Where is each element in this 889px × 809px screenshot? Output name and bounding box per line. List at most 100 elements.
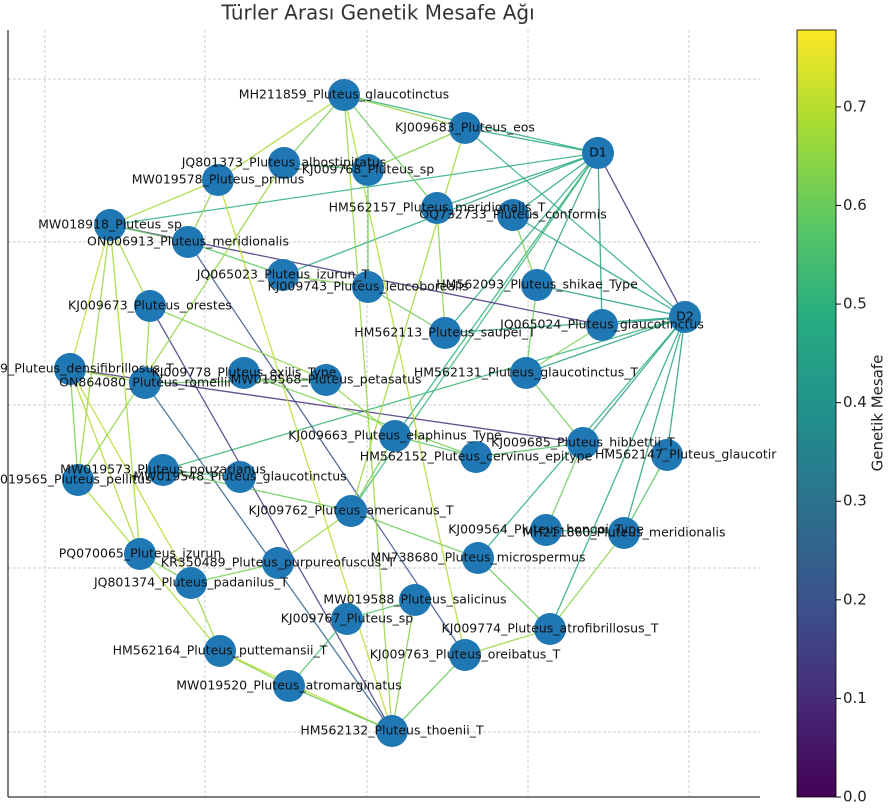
edge [464, 127, 686, 318]
node-label: ON864080_Pluteus_romellii [59, 375, 231, 390]
node [328, 79, 360, 111]
node [262, 547, 294, 579]
node [462, 542, 494, 574]
node [510, 357, 542, 389]
node [608, 517, 640, 549]
edge [69, 224, 111, 370]
edge [288, 685, 393, 732]
edge [162, 469, 352, 512]
node-label: MH211860_Pluteus_meridionalis [523, 525, 726, 540]
node [352, 271, 384, 303]
node [669, 301, 701, 333]
node-label: OQ732733_Pluteus_conformis [419, 207, 606, 222]
node [54, 353, 86, 385]
colorbar-tick-label: 0.0 [843, 788, 867, 806]
node-label: MN738680_Pluteus_microspermus [370, 550, 585, 565]
edge [444, 316, 686, 334]
edge [219, 650, 393, 732]
node-label: KJ009767_Pluteus_sp [281, 611, 414, 626]
edge [77, 162, 285, 481]
node-label: MW019548_Pluteus_glaucotinctus [133, 469, 346, 484]
edge [394, 152, 599, 437]
colorbar-tick-label: 0.5 [843, 295, 867, 313]
node-label: D1 [589, 145, 607, 160]
title: Türler Arası Genetik Mesafe Ağı [220, 1, 534, 25]
colorbar-tick-label: 0.3 [843, 492, 867, 510]
node-label: KR350489_Pluteus_purpureofuscus_T [161, 555, 396, 570]
node [534, 613, 566, 645]
node [310, 364, 342, 396]
colorbar-axis: 0.0 0.1 0.2 0.3 0.4 0.5 0.6 0.7 [836, 97, 867, 806]
colorbar-tick-label: 0.6 [843, 196, 867, 214]
edge [391, 654, 466, 732]
node [129, 367, 161, 399]
edge [367, 127, 466, 171]
edge [69, 368, 141, 555]
node-label: KJ009762_Pluteus_americanus_T [249, 503, 454, 518]
node [421, 192, 453, 224]
edge [536, 152, 599, 286]
edge [109, 179, 219, 226]
node-label: KJ009673_Pluteus_orestes [68, 298, 232, 313]
node-label: JQ065023_Pluteus_izurun_T [196, 267, 370, 282]
node-label: JQ801374_Pluteus_padanilus_T [93, 575, 288, 590]
node-label: KJ009743_Pluteus_leucoborealis [268, 279, 469, 294]
colorbar-tick-label: 0.2 [843, 590, 867, 608]
edge [350, 510, 479, 559]
node [582, 137, 614, 169]
node [175, 567, 207, 599]
edge [343, 94, 466, 129]
node-label: MW019568_Pluteus_petasatus [230, 372, 421, 387]
node [521, 269, 553, 301]
node-label: 019565_Pluteus_pellitus [0, 472, 152, 487]
node [268, 147, 300, 179]
node-label: HM562152_Pluteus_cervinus_epitype [360, 449, 593, 464]
edge [350, 127, 466, 512]
edge [623, 316, 686, 534]
node [267, 259, 299, 291]
node [399, 584, 431, 616]
edge [217, 179, 393, 732]
node-label: MW019588_Pluteus_salicinus [323, 592, 506, 607]
edge [149, 305, 327, 381]
node [134, 290, 166, 322]
node [224, 461, 256, 493]
node-label: 9_Pluteus_densifibrillosus_T [0, 361, 174, 376]
edge [597, 152, 686, 318]
edge [149, 305, 393, 732]
edge [343, 94, 466, 656]
node-label: HM562147_Pluteus_glaucotir [595, 447, 777, 462]
node [651, 439, 683, 471]
edge [549, 532, 625, 630]
node-label: KJ009564_Pluteus_hongoi_Type [448, 522, 644, 537]
node [124, 538, 156, 570]
node [228, 357, 260, 389]
node-label: MH211859_Pluteus_glaucotinctus [239, 87, 449, 102]
node [449, 639, 481, 671]
edge [243, 372, 477, 458]
node-label: MW019520_Pluteus_atromarginatus [176, 678, 401, 693]
colorbar-label: Genetik Mesafe [869, 355, 887, 472]
edge [343, 94, 438, 209]
node-label: KJ009778_Pluteus_exilis_Type [152, 365, 337, 380]
node [352, 154, 384, 186]
node-label: KJ009683_Pluteus_eos [395, 120, 535, 135]
node [586, 309, 618, 341]
edge [597, 152, 603, 326]
node-label: JQ801373_Pluteus_albostipitatus [181, 155, 387, 170]
node [94, 209, 126, 241]
node [202, 164, 234, 196]
node [273, 670, 305, 702]
node-label: HM562132_Pluteus_thoenii_T [300, 723, 484, 738]
edge [536, 284, 686, 318]
node-label: HM562164_Pluteus_puttemansii_T [113, 643, 328, 658]
node [429, 317, 461, 349]
node-label: KJ009663_Pluteus_elaphinus_Type [288, 428, 502, 443]
edge [187, 241, 284, 276]
edge [391, 599, 416, 732]
node-label: MW019578_Pluteus_primus [132, 172, 304, 187]
node-label: MW018918_Pluteus_sp [38, 217, 182, 232]
edge [109, 224, 141, 555]
edges [69, 94, 686, 732]
edge [666, 316, 686, 456]
